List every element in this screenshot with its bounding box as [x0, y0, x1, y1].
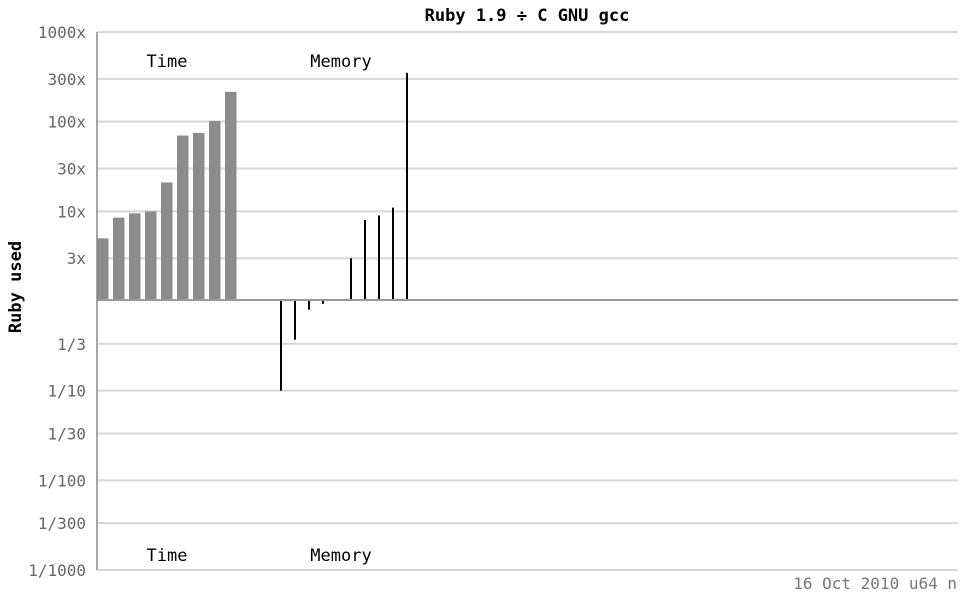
memory-label-bottom: Memory — [310, 546, 371, 566]
y-tick-label: 1/100 — [38, 471, 86, 490]
y-tick-label: 1/1000 — [28, 561, 86, 580]
time-bars — [97, 91, 237, 302]
y-tick-label: 1/3 — [57, 335, 86, 354]
footer-date: 16 Oct 2010 u64 n — [793, 574, 957, 593]
y-tick-label: 300x — [47, 70, 86, 89]
y-tick-label: 30x — [57, 160, 86, 179]
y-tick-label: 10x — [57, 202, 86, 221]
chart-title: Ruby 1.9 ÷ C GNU gcc — [425, 6, 630, 26]
time-bar — [145, 211, 157, 301]
time-bar — [193, 132, 205, 301]
y-tick-labels: 1000x 300x 100x 30x 10x 3x 1/3 1/10 1/30 1/100 1/3… — [28, 23, 86, 580]
y-tick-label: 1/300 — [38, 514, 86, 533]
time-bar — [113, 217, 125, 301]
time-bar — [177, 135, 189, 301]
memory-label-top: Memory — [310, 52, 371, 72]
time-bar — [129, 213, 141, 301]
memory-lines — [280, 72, 408, 391]
time-bar — [225, 91, 237, 301]
time-bar — [97, 238, 109, 301]
time-label-bottom: Time — [147, 546, 188, 566]
y-tick-label: 100x — [47, 113, 86, 132]
y-tick-label: 1/10 — [47, 382, 86, 401]
y-tick-label: 1000x — [38, 23, 87, 42]
grid-lines — [97, 31, 958, 571]
y-axis-label: Ruby used — [6, 241, 26, 333]
time-bar — [209, 120, 221, 302]
y-tick-label: 1/30 — [47, 424, 86, 443]
y-tick-label: 3x — [67, 249, 87, 268]
time-bar — [161, 182, 173, 301]
time-label-top: Time — [147, 52, 188, 72]
